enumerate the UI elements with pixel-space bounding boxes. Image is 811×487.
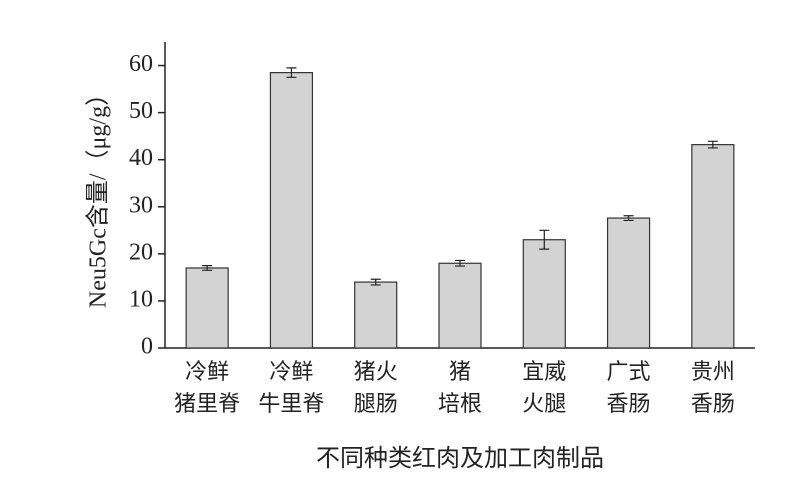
y-tick-label: 20 bbox=[129, 239, 153, 265]
error-bar bbox=[455, 259, 465, 267]
x-tick-label: 宜威 火腿 bbox=[522, 359, 567, 416]
bar bbox=[185, 267, 229, 349]
error-bar bbox=[202, 265, 213, 271]
y-tick-label: 60 bbox=[129, 51, 153, 77]
bar bbox=[438, 262, 482, 349]
error-bar bbox=[286, 67, 297, 78]
bar bbox=[522, 239, 566, 349]
x-tick-label: 猪 培根 bbox=[437, 359, 482, 416]
bar bbox=[269, 71, 314, 349]
bar bbox=[691, 144, 735, 349]
x-tick-label: 冷鲜 牛里脊 bbox=[258, 359, 325, 416]
y-tick-label: 0 bbox=[141, 334, 153, 360]
error-bar bbox=[370, 278, 381, 286]
y-tick-label: 30 bbox=[129, 192, 153, 218]
x-tick-label: 贵州 香肠 bbox=[690, 359, 735, 416]
error-bar bbox=[707, 140, 718, 149]
y-tick-label: 40 bbox=[129, 145, 153, 171]
bar bbox=[354, 281, 398, 349]
y-axis-label: Neu5Gc含量/（μg/g） bbox=[85, 82, 112, 308]
error-bar bbox=[623, 215, 634, 222]
x-tick-label: 冷鲜 猪里脊 bbox=[174, 359, 241, 416]
x-axis-label: 不同种类红肉及加工肉制品 bbox=[316, 446, 604, 472]
y-tick-label: 50 bbox=[129, 98, 153, 124]
bar bbox=[606, 217, 651, 349]
error-bar bbox=[539, 229, 550, 250]
x-tick-label: 广式 香肠 bbox=[606, 359, 651, 416]
x-tick-label: 猪火 腿肠 bbox=[353, 359, 398, 416]
y-tick-label: 10 bbox=[129, 286, 153, 312]
